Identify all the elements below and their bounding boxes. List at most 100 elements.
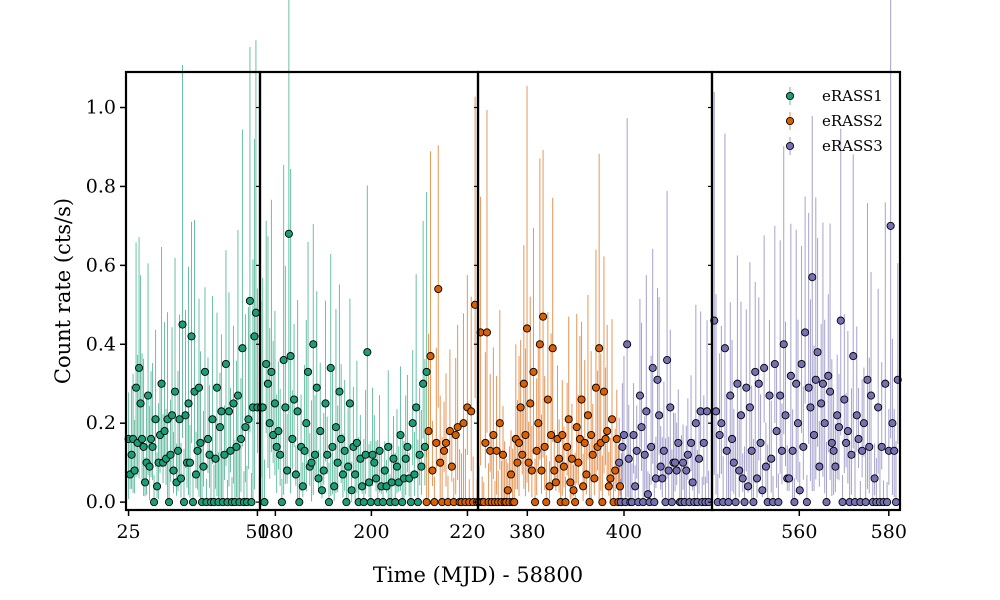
- data-point-p2-s0-68: [583, 411, 592, 420]
- data-point-p0-s0-30: [169, 466, 178, 475]
- data-point-p2-s1-43: [683, 450, 692, 459]
- data-point-p1-s0-66: [372, 474, 381, 483]
- data-point-p3-s0-64: [824, 371, 833, 380]
- data-point-p3-s0-32: [767, 454, 776, 463]
- data-point-p2-s0-45: [547, 430, 556, 440]
- data-point-p2-s0-44: [545, 482, 554, 491]
- data-point-p2-s1-32: [666, 403, 675, 412]
- data-point-p0-s0-15: [147, 434, 156, 444]
- data-point-p1-s0-15: [283, 466, 292, 475]
- data-point-p1-s0-91: [415, 450, 424, 459]
- data-point-p1-s0-31: [310, 450, 320, 459]
- data-point-p2-s0-75: [595, 344, 604, 353]
- data-point-p0-s0-68: [226, 446, 235, 455]
- x-axis-title: Time (MJD) - 58800: [373, 563, 583, 587]
- data-point-p2-s1-40: [679, 458, 688, 467]
- axis-ticks: 25 50 0.0 0.2 0.4 0.6 0.8 1.0 180 200 220 380 400 560…: [86, 97, 907, 543]
- data-point-p3-s0-99: [886, 221, 895, 230]
- data-point-p1-s1-12: [445, 427, 454, 436]
- data-point-p0-s0-58: [211, 454, 220, 463]
- data-point-p1-s1-6: [434, 284, 443, 294]
- data-point-p1-s1-5: [432, 438, 441, 447]
- data-point-p1-s0-46: [337, 434, 346, 444]
- data-point-p2-s0-42: [542, 498, 551, 507]
- data-point-p3-s0-18: [742, 383, 751, 392]
- data-point-p2-s1-20: [647, 442, 656, 451]
- data-point-p1-s0-89: [412, 403, 421, 412]
- data-point-p2-s0-25: [514, 438, 524, 447]
- data-point-p2-s0-71: [588, 450, 597, 459]
- data-point-p2-s1-21: [648, 363, 657, 372]
- y-tick-label-0: 0.0: [86, 491, 116, 513]
- data-point-p2-s0-73: [591, 383, 601, 392]
- legend-marker-2: [785, 141, 795, 151]
- data-point-p1-s0-43: [331, 423, 340, 432]
- data-point-p0-s0-53: [203, 434, 213, 444]
- data-point-p1-s0-59: [359, 498, 368, 507]
- data-point-p2-s0-26: [516, 403, 525, 412]
- data-point-p2-s0-67: [582, 470, 591, 479]
- data-point-p2-s1-28: [659, 446, 668, 455]
- data-point-p2-s1-6: [624, 454, 633, 463]
- data-point-p3-s0-15: [736, 411, 746, 420]
- data-point-p3-s0-16: [738, 474, 747, 483]
- data-point-p1-s0-88: [410, 470, 419, 479]
- data-point-p1-s0-63: [366, 498, 375, 507]
- data-point-p0-s0-18: [151, 415, 160, 424]
- data-point-p0-s0-59: [212, 383, 222, 392]
- data-point-p0-s0-7: [135, 363, 144, 372]
- data-point-p1-s0-70: [378, 498, 388, 507]
- data-point-p3-s0-34: [770, 359, 779, 369]
- data-point-p2-s0-50: [555, 454, 564, 463]
- data-point-p0-s0-11: [141, 478, 150, 487]
- data-point-p0-s0-62: [217, 407, 226, 416]
- data-point-p2-s0-56: [564, 415, 573, 424]
- data-point-p1-s0-30: [309, 340, 318, 349]
- x-tick-label-p1-1: 200: [353, 521, 389, 543]
- data-point-p1-s1-3: [428, 466, 437, 475]
- data-point-p1-s0-68: [375, 446, 384, 455]
- data-point-p3-s0-51: [801, 328, 810, 337]
- data-point-p1-s0-77: [391, 498, 400, 507]
- data-point-p3-s0-81: [854, 434, 863, 444]
- data-point-p1-s0-4: [263, 379, 272, 388]
- legend: eRASS1 eRASS2 eRASS3: [785, 87, 883, 155]
- data-point-p3-s0-61: [818, 379, 827, 388]
- data-point-p0-s0-31: [170, 387, 180, 396]
- data-point-p2-s1-9: [629, 430, 638, 440]
- data-point-p3-s0-80: [852, 411, 861, 420]
- data-point-p1-s0-65: [370, 458, 379, 467]
- data-point-p0-s0-34: [175, 415, 184, 424]
- data-point-p3-s0-77: [847, 450, 856, 459]
- data-point-p3-s0-46: [792, 379, 801, 388]
- data-point-p2-s0-53: [559, 462, 568, 471]
- data-point-p0-s0-65: [221, 359, 231, 369]
- y-tick-label-3: 0.6: [86, 254, 116, 276]
- data-point-p2-s1-33: [667, 498, 676, 507]
- data-point-p2-s0-9: [489, 430, 498, 440]
- data-point-p3-s0-31: [765, 391, 774, 400]
- data-point-p2-s1-14: [637, 423, 646, 432]
- data-point-p3-s0-49: [797, 359, 806, 369]
- data-point-p3-s0-47: [793, 419, 803, 428]
- data-point-p2-s0-82: [606, 474, 615, 483]
- data-point-p2-s1-36: [672, 466, 681, 475]
- data-point-p1-s0-20: [291, 470, 300, 479]
- data-point-p0-s0-35: [176, 474, 186, 483]
- data-point-p0-s0-85: [251, 308, 260, 317]
- data-point-p2-s0-33: [527, 466, 536, 475]
- data-point-p0-s0-78: [241, 423, 250, 432]
- data-point-p0-s0-13: [144, 391, 153, 400]
- data-point-p2-s0-24: [513, 458, 522, 467]
- data-point-p0-s0-84: [250, 332, 259, 341]
- data-point-p1-s1-0: [422, 498, 431, 507]
- data-point-p3-s0-66: [827, 438, 836, 447]
- data-point-p1-s1-7: [436, 458, 445, 467]
- data-point-p2-s0-11: [492, 446, 501, 455]
- data-point-p0-s0-48: [196, 438, 205, 447]
- data-point-p0-s0-10: [139, 442, 148, 451]
- data-point-p1-s0-22: [295, 498, 304, 507]
- data-point-p1-s0-9: [272, 442, 281, 451]
- data-point-p2-s1-35: [671, 458, 680, 467]
- data-point-p1-s0-36: [319, 466, 328, 475]
